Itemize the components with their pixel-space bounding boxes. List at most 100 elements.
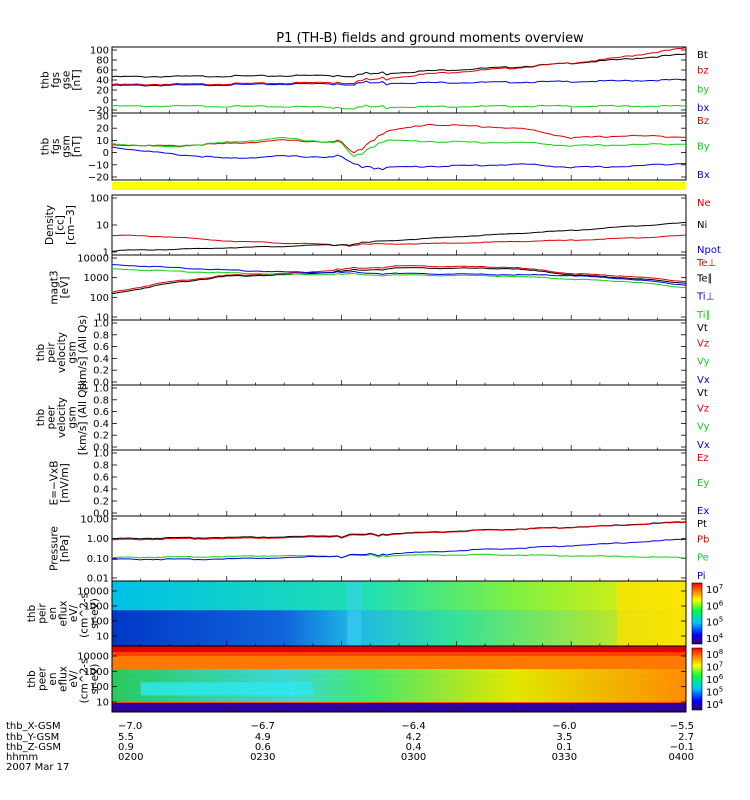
y-axis-label: (cm^2-s- xyxy=(79,589,91,638)
y-axis-label: thb xyxy=(40,137,52,155)
series-line-Pt xyxy=(112,521,687,540)
series-line-by xyxy=(111,104,687,110)
series-line-Pe xyxy=(112,553,687,559)
legend-entry: Vz xyxy=(697,338,709,349)
panel-frame xyxy=(111,319,687,386)
footer-value: −6.4 xyxy=(401,721,425,732)
y-axis-label: eV/ xyxy=(68,670,80,688)
legend-entry: Bz xyxy=(697,116,709,127)
legend-entry: bz xyxy=(697,66,709,77)
y-tick-label: 100 xyxy=(90,194,109,205)
footer-value: 0330 xyxy=(552,752,577,763)
y-tick-label: 80 xyxy=(96,56,109,67)
colorbar-tick-label: 104 xyxy=(706,632,724,645)
y-tick-label: 20 xyxy=(96,86,109,97)
electron-spectrogram-cold-patch xyxy=(140,682,313,696)
y-tick-label: 10 xyxy=(96,136,109,147)
y-tick-label: 10 xyxy=(96,632,109,643)
y-axis-label: [cm−3] xyxy=(65,205,77,245)
colorbar-tick-label: 105 xyxy=(706,686,723,699)
y-tick-label: 100 xyxy=(90,617,109,628)
colorbar-tick-label: 107 xyxy=(706,661,723,674)
colorbar-tick-label: 107 xyxy=(706,583,723,596)
y-axis-label: eV/ xyxy=(68,604,80,622)
quality-flag-bar xyxy=(112,182,686,190)
series-line-By xyxy=(111,136,687,158)
legend-entry: Pb xyxy=(697,534,709,545)
y-tick-label: 10 xyxy=(96,221,109,232)
series-line-Bz xyxy=(111,124,687,154)
y-axis-label: gse xyxy=(61,71,73,90)
y-tick-label: 10.00 xyxy=(80,515,109,526)
figure-title: P1 (TH-B) fields and ground moments over… xyxy=(276,31,584,46)
y-tick-label: 0.4 xyxy=(93,485,109,496)
legend-entry: by xyxy=(697,84,709,95)
panel-7: 1.00.80.60.40.20.0 E=−VxB[mV/m] Ez Ey Ex xyxy=(49,449,710,520)
y-axis-label: velocity xyxy=(56,332,68,373)
y-tick-label: −10 xyxy=(88,160,109,171)
panel-6: 1.00.80.60.40.20.0thbpeervelocitygsm[km/… xyxy=(35,380,710,455)
footer-value: 2.7 xyxy=(678,732,694,743)
legend-entry: Vy xyxy=(697,422,710,433)
y-tick-label: 0.8 xyxy=(93,395,109,406)
colorbar-tick-label: 108 xyxy=(706,648,723,661)
y-axis-label: eflux xyxy=(58,601,70,627)
legend-entry: Te⊥ xyxy=(696,258,716,269)
legend-entry: Ex xyxy=(697,506,709,517)
y-tick-label: 0.10 xyxy=(87,554,109,565)
y-tick-label: 100 xyxy=(90,682,109,693)
footer-row-label: thb_Y-GSM xyxy=(6,732,59,743)
legend-entry: Te∥ xyxy=(696,273,713,284)
y-axis-label: gsm xyxy=(67,406,79,428)
panel-frame xyxy=(111,254,687,321)
y-axis-label: (cm^2-s- xyxy=(79,654,91,703)
y-axis-label: E=−VxB xyxy=(49,461,61,506)
y-tick-label: 10000 xyxy=(77,652,109,663)
footer-value: 0400 xyxy=(669,752,694,763)
legend-entry: Ne xyxy=(697,198,711,209)
series-line-Te⊥ xyxy=(111,265,687,293)
legend-entry: Vz xyxy=(697,403,709,414)
y-tick-label: 0.6 xyxy=(93,407,109,418)
y-tick-label: 0.4 xyxy=(93,354,109,365)
legend-entry: Vy xyxy=(697,357,710,368)
footer-value: 5.5 xyxy=(118,732,134,743)
footer-value: 0230 xyxy=(250,752,275,763)
y-tick-label: 10 xyxy=(96,698,109,709)
panel-3: 100 10 1 Density[cc][cm−3] Ne Ni Npot xyxy=(44,194,721,259)
panel-5: 1.00.80.60.40.20.0 thbpeirvelocitygsm[km/… xyxy=(35,315,710,390)
y-axis-label: thb xyxy=(35,408,47,426)
legend-entry: Ti⊥ xyxy=(696,292,714,303)
y-axis-label: peir xyxy=(46,342,58,363)
y-axis-label: thb xyxy=(26,604,38,622)
panel-8: 10.00 1.00 0.10 0.01 Pressure[nPa] Pt Pb Pe Pi xyxy=(49,515,710,585)
y-tick-label: −20 xyxy=(88,106,109,117)
legend-entry: Ti∥ xyxy=(696,310,711,321)
y-axis-label: fgs xyxy=(50,139,62,155)
series-line-Ti∥ xyxy=(111,268,687,289)
y-tick-label: 100 xyxy=(90,46,109,57)
y-tick-label: 10000 xyxy=(77,587,109,598)
series-line-bx xyxy=(111,78,687,87)
legend-entry: Bt xyxy=(697,50,708,61)
y-axis-label: [nT] xyxy=(71,136,83,157)
legend-entry: Pe xyxy=(697,553,709,564)
y-axis-label: [nT] xyxy=(71,69,83,90)
footer-value: −0.1 xyxy=(670,742,694,753)
legend-entry: Bx xyxy=(697,170,710,181)
y-axis-label: [cc] xyxy=(55,215,67,235)
footer-value: 0.6 xyxy=(255,742,271,753)
electron-spectrogram-top xyxy=(112,646,686,652)
colorbar xyxy=(691,582,703,645)
ion-spectrogram-late xyxy=(617,581,686,646)
footer-value: 4.9 xyxy=(255,732,271,743)
legend-entry: bx xyxy=(697,103,709,114)
panel-4: 10000 1000 100 10 magt3[eV] Te⊥ Te∥ Ti⊥ Ti∥ xyxy=(49,254,717,324)
y-tick-label: 0.6 xyxy=(93,473,109,484)
footer-value: 3.5 xyxy=(556,732,572,743)
y-tick-label: 1.0 xyxy=(93,449,109,460)
panel-frame xyxy=(111,194,687,256)
y-axis-label: [mV/m] xyxy=(59,463,71,502)
